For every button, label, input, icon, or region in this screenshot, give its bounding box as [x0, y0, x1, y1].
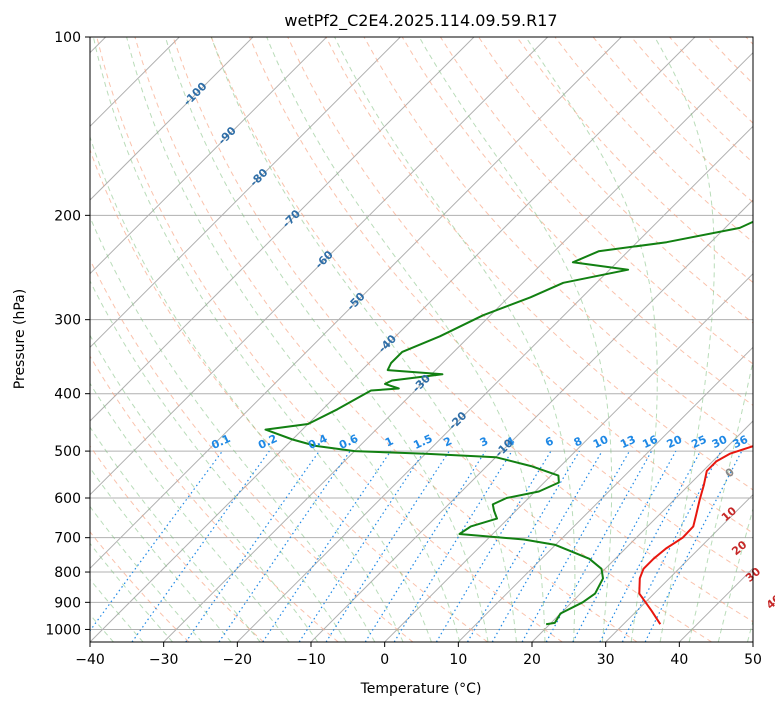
moist-adiabat	[90, 215, 376, 642]
background-lines	[90, 37, 753, 642]
y-tick-label: 1000	[45, 622, 81, 638]
mixing-ratio-line	[218, 450, 351, 642]
dry-adiabat	[439, 37, 753, 365]
isotherm-line	[90, 37, 475, 422]
mixing-ratio-line	[262, 450, 392, 642]
moist-adiabat	[90, 334, 319, 642]
y-tick-label: 600	[54, 491, 81, 507]
mixing-ratio-line	[325, 450, 450, 642]
mixing-ratio-line	[185, 450, 320, 642]
dry-adiabat	[210, 37, 753, 623]
dry-adiabat	[287, 37, 753, 534]
x-tick-label: 40	[670, 652, 688, 668]
dry-adiabat	[90, 445, 264, 642]
dry-adiabat	[90, 531, 190, 642]
isotherm-line	[310, 199, 753, 642]
mixing-ratio-line	[572, 450, 677, 642]
moist-adiabat	[90, 542, 173, 642]
moist-adiabat	[210, 37, 517, 642]
plot-background	[90, 37, 753, 642]
dry-adiabat	[401, 37, 753, 406]
x-tick-label: 0	[380, 652, 389, 668]
moist-adiabat	[164, 37, 489, 642]
mixing-ratio-line	[393, 450, 513, 642]
x-tick-label: 50	[744, 652, 762, 668]
mixing-ratio-line	[298, 450, 425, 642]
moist-adiabat	[126, 37, 461, 642]
x-tick-label: −20	[223, 652, 253, 668]
isotherm-line	[752, 641, 753, 642]
y-tick-label: 100	[54, 30, 81, 46]
isotherm-line	[163, 51, 753, 642]
mixing-ratio-label: 25	[689, 433, 708, 451]
moist-adiabat	[334, 37, 576, 642]
mixing-ratio-label: 30	[710, 433, 730, 451]
mixing-ratio-label: 36	[731, 433, 751, 451]
isotherm-line	[90, 37, 401, 349]
mixing-ratio-label: 10	[591, 433, 611, 451]
y-tick-label: 300	[54, 313, 81, 329]
mixing-ratio-line	[364, 450, 486, 642]
mixing-ratio-line	[466, 450, 580, 642]
y-tick-label: 500	[54, 444, 81, 460]
isotherm-line	[236, 125, 753, 642]
dry-adiabat	[96, 37, 563, 642]
temperature-series-line	[638, 445, 753, 625]
mixing-ratio-line	[599, 450, 702, 642]
moist-adiabat	[90, 135, 404, 642]
y-tick-label: 400	[54, 387, 81, 403]
dry-adiabat	[172, 37, 712, 642]
x-tick-label: 20	[523, 652, 541, 668]
y-tick-label: 200	[54, 208, 81, 224]
dry-adiabat	[249, 37, 753, 578]
dewpoint-series-line	[264, 220, 753, 626]
isotherm-line	[90, 37, 328, 275]
y-tick-label: 900	[54, 595, 81, 611]
moist-adiabat	[654, 37, 715, 642]
moist-adiabat	[266, 37, 546, 642]
moist-adiabat	[525, 37, 658, 642]
moist-adiabat	[90, 505, 203, 642]
mixing-ratio-label: 20	[665, 433, 685, 451]
axes: −40 −30 −20 −10 0 10 20 30 40 50 100 200 300 400 500 60…	[45, 30, 762, 668]
x-tick-label: 30	[597, 652, 615, 668]
dry-adiabat	[90, 258, 414, 642]
isotherm-line	[90, 37, 549, 496]
x-tick-label: −30	[149, 652, 179, 668]
x-tick-label: −10	[296, 652, 326, 668]
x-tick-label: 10	[449, 652, 467, 668]
moist-adiabat	[90, 382, 290, 642]
mixing-ratio-label: 13	[618, 433, 637, 451]
moist-adiabat	[90, 467, 232, 642]
y-tick-label: 700	[54, 531, 81, 547]
isotherm-line	[457, 346, 753, 642]
chart-title: wetPf2_C2E4.2025.114.09.59.R17	[284, 11, 557, 31]
y-axis-title: Pressure (hPa)	[12, 289, 28, 389]
moist-adiabat-label: 40	[764, 592, 775, 612]
dry-adiabat	[90, 148, 488, 642]
isotherm-line	[605, 493, 753, 642]
x-tick-label: −40	[75, 652, 105, 668]
isotherm-line	[384, 272, 753, 642]
moist-adiabat	[90, 426, 261, 642]
moist-adiabat	[90, 578, 144, 642]
moist-adiabat	[418, 37, 613, 642]
isotherm-line	[90, 37, 254, 201]
isotherm-line	[531, 420, 753, 642]
y-tick-label: 800	[54, 565, 81, 581]
dry-adiabat	[516, 37, 753, 284]
profile-lines	[264, 220, 753, 626]
mixing-ratio-label: 16	[640, 433, 660, 451]
plot-frame	[89, 36, 754, 643]
moist-adiabat	[92, 37, 432, 642]
x-axis-title: Temperature (°C)	[360, 681, 482, 697]
isotherm-line	[90, 37, 622, 570]
isotherm-line	[90, 37, 696, 642]
